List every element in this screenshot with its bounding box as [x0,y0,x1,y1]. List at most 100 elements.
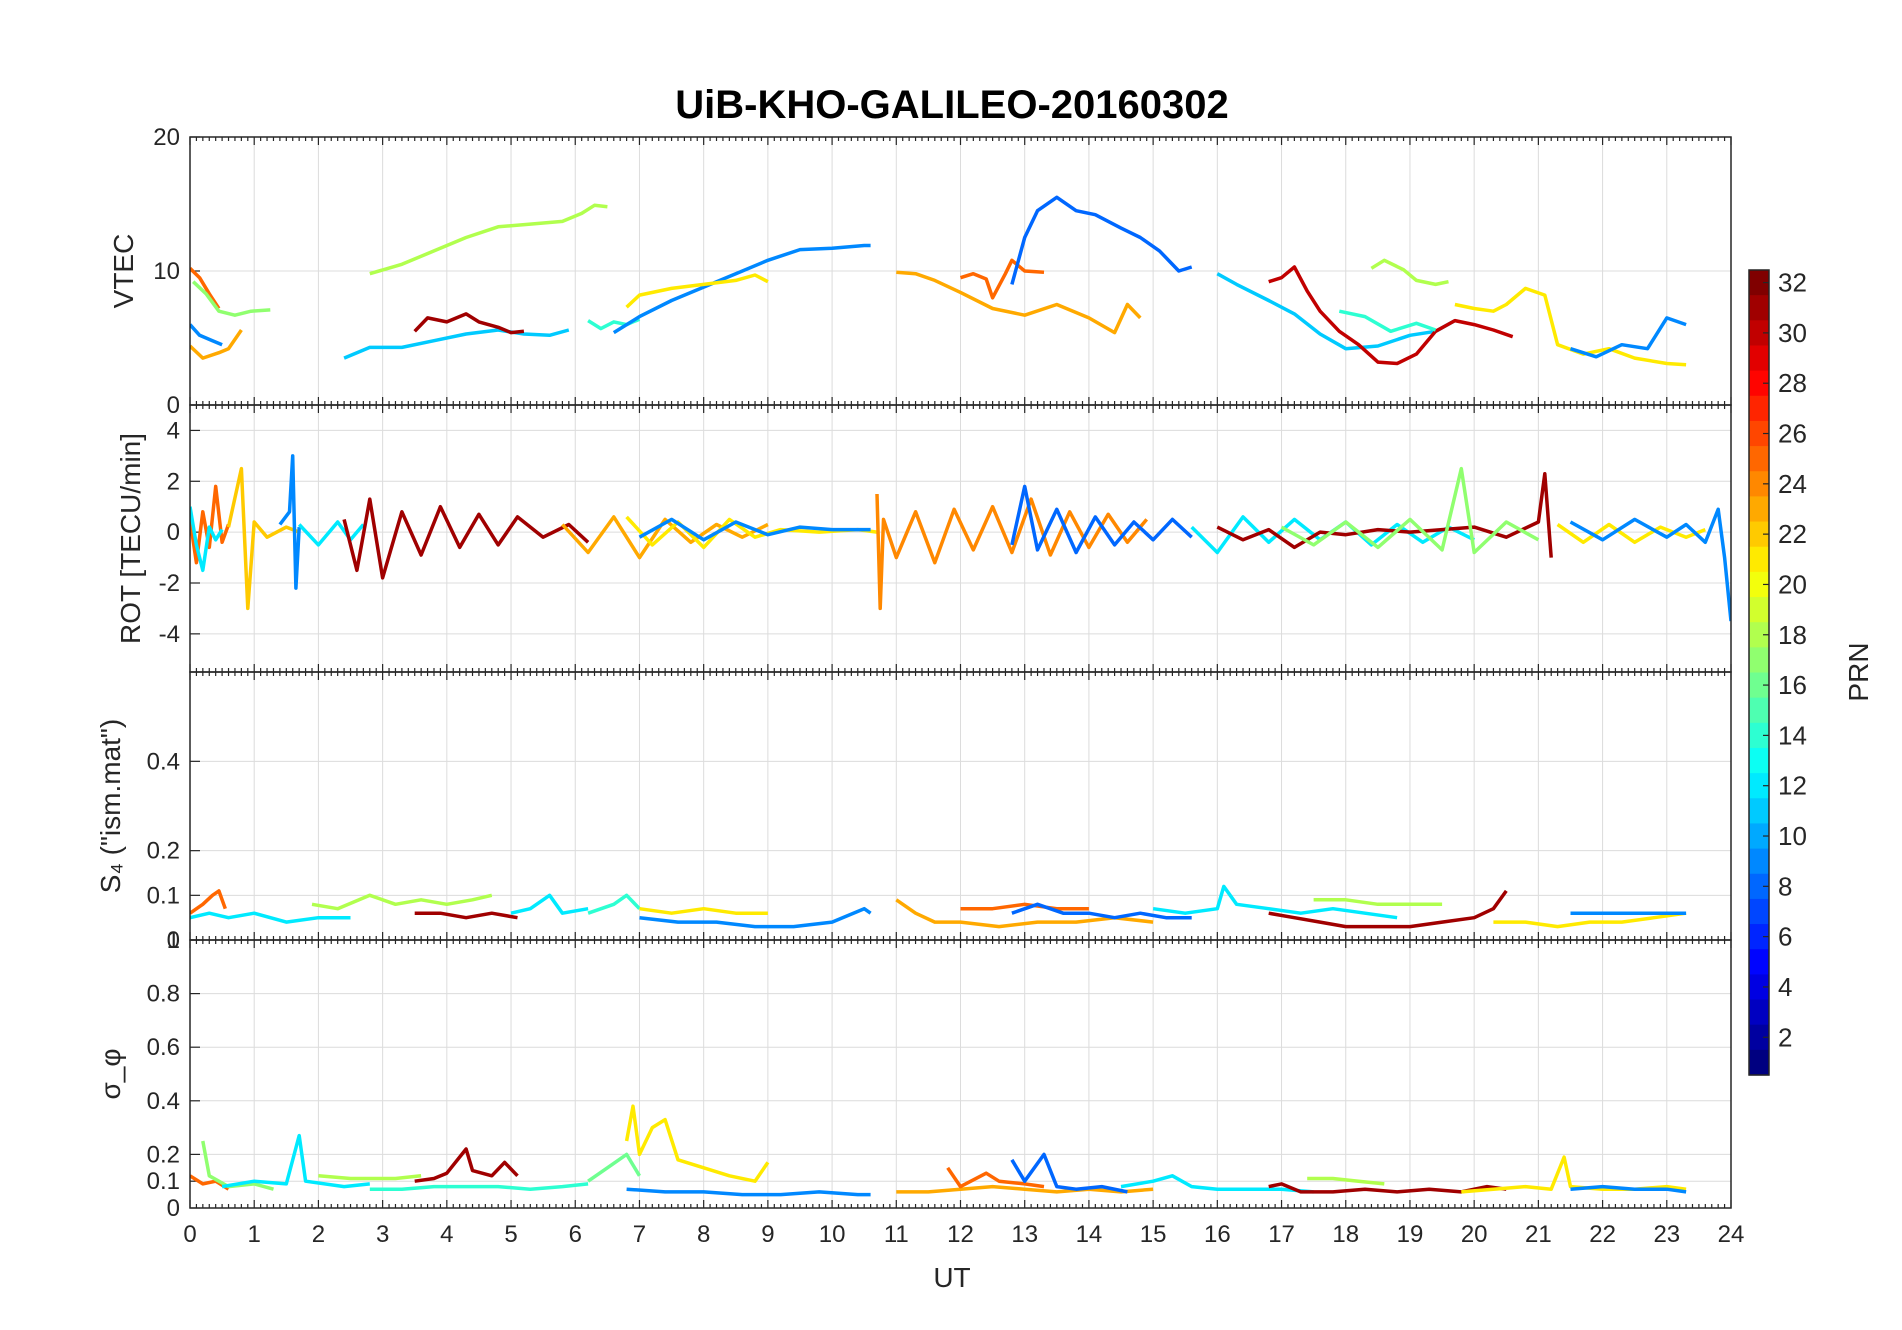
panel-2: -4 -2 0 2 4 ROT [TECU/min] [115,404,1732,673]
panel-1: 0 10 20 VTEC [108,124,1732,419]
colorbar-tick-label: 30 [1778,318,1807,348]
series-line-prn-25 [960,902,1089,911]
series-line-prn-9 [1569,507,1731,622]
colorbar-segment [1749,420,1769,447]
y-tick-label: 0 [167,927,180,954]
colorbar-segment [1749,370,1769,397]
colorbar-segment [1749,571,1769,598]
series-line-prn-17 [1280,466,1540,555]
panel-3: 0 0.1 0.2 0.4 S₄ ("ism.mat") [95,671,1732,954]
series-line-prn-23 [896,1184,1154,1194]
colorbar-tick-label: 14 [1778,720,1807,750]
colorbar-tick-label: 26 [1778,419,1807,449]
colorbar-segment [1749,270,1769,296]
series-line-prn-31 [413,312,525,335]
colorbar-segment [1749,320,1769,347]
series-line-prn-25 [946,1166,1045,1189]
series-line-prn-23 [896,270,1142,335]
colorbar-segment [1749,924,1769,950]
colorbar-segment [1749,597,1769,623]
x-tick-label: 12 [947,1221,974,1248]
colorbar-label: PRN [1843,642,1874,701]
colorbar-segment [1749,295,1769,321]
colorbar-tick-label: 6 [1778,922,1792,952]
series-line-prn-31 [1216,471,1553,558]
y-tick-label: 1 [167,927,180,954]
y-tick-label: 0 [167,1195,180,1222]
y-tick-label: 0.2 [147,1141,180,1168]
colorbar-tick-label: 32 [1778,268,1807,298]
series-line-prn-18 [1307,1176,1385,1186]
colorbar-segment [1749,949,1769,975]
x-tick-label: 6 [569,1221,582,1248]
colorbar-tick-label: 28 [1778,368,1807,398]
series-line-prn-12 [221,1133,370,1189]
series-group [190,884,1687,929]
colorbar-segment [1749,496,1769,523]
x-tick-label: 22 [1589,1221,1616,1248]
colorbar-segment [1749,823,1769,850]
x-axis-label: UT [933,1262,970,1293]
x-tick-label: 13 [1011,1221,1038,1248]
x-tick-label: 2 [312,1221,325,1248]
series-line-prn-21 [1556,522,1706,545]
x-tick-label: 23 [1653,1221,1680,1248]
colorbar-segment [1749,446,1769,472]
series-line-prn-9 [190,323,223,347]
x-tick-label: 9 [761,1221,774,1248]
colorbar-segment [1749,773,1769,799]
y-tick-label: 20 [153,124,180,151]
series-line-prn-17 [192,280,271,317]
series-line-prn-31 [414,1147,519,1183]
colorbar-tick-label: 22 [1778,519,1807,549]
series-line-prn-12 [1152,884,1398,920]
series-line-prn-23 [190,329,243,360]
colorbar-tick-label: 20 [1778,569,1807,599]
series-line-prn-21 [1454,286,1687,367]
colorbar-tick-label: 2 [1778,1022,1792,1052]
y-tick-label: 0.1 [147,882,180,909]
x-tick-label: 0 [183,1221,196,1248]
colorbar-tick-label: 10 [1778,821,1807,851]
series-line-prn-9 [612,243,871,335]
colorbar-segment [1749,1024,1769,1051]
y-tick-label: 0.6 [147,1034,180,1061]
colorbar-segment [1749,898,1769,925]
y-tick-label: 0 [167,519,180,546]
x-tick-label: 7 [633,1221,646,1248]
series-line-prn-24 [875,493,1149,611]
x-tick-label: 15 [1140,1221,1167,1248]
chart-title: UiB-KHO-GALILEO-20160302 [675,83,1228,127]
series-line-prn-12 [190,911,351,924]
x-tick-label: 20 [1461,1221,1488,1248]
series-line-prn-9 [639,906,872,929]
series-line-prn-9 [278,454,301,590]
series-line-prn-18 [1370,258,1449,287]
series-line-prn-21 [624,1104,770,1183]
series-line-prn-30 [1268,265,1514,366]
series-line-prn-21 [625,273,769,309]
colorbar-tick-label: 4 [1778,972,1792,1002]
colorbar-segment [1749,848,1769,875]
colorbar-frame [1748,269,1770,1076]
x-tick-label: 18 [1332,1221,1359,1248]
series-line-prn-23 [561,515,769,560]
y-tick-label: 0 [167,392,180,419]
y-tick-label: 10 [153,258,180,285]
series-line-prn-25 [190,484,231,565]
x-tick-label: 11 [884,1221,909,1248]
series-line-prn-25 [190,889,227,915]
series-line-prn-18 [318,1174,422,1181]
y-tick-label: 0.1 [147,1168,180,1195]
x-tick-label: 16 [1204,1221,1231,1248]
series-group [190,454,1731,622]
series-line-prn-12 [510,893,589,915]
y-tick-label: 0.2 [147,838,180,865]
series-line-prn-14 [1338,309,1437,334]
colorbar-segment [1749,974,1769,1001]
colorbar-tick-label: 18 [1778,620,1807,650]
series-line-prn-18 [311,893,493,911]
colorbar-segment [1749,697,1769,724]
